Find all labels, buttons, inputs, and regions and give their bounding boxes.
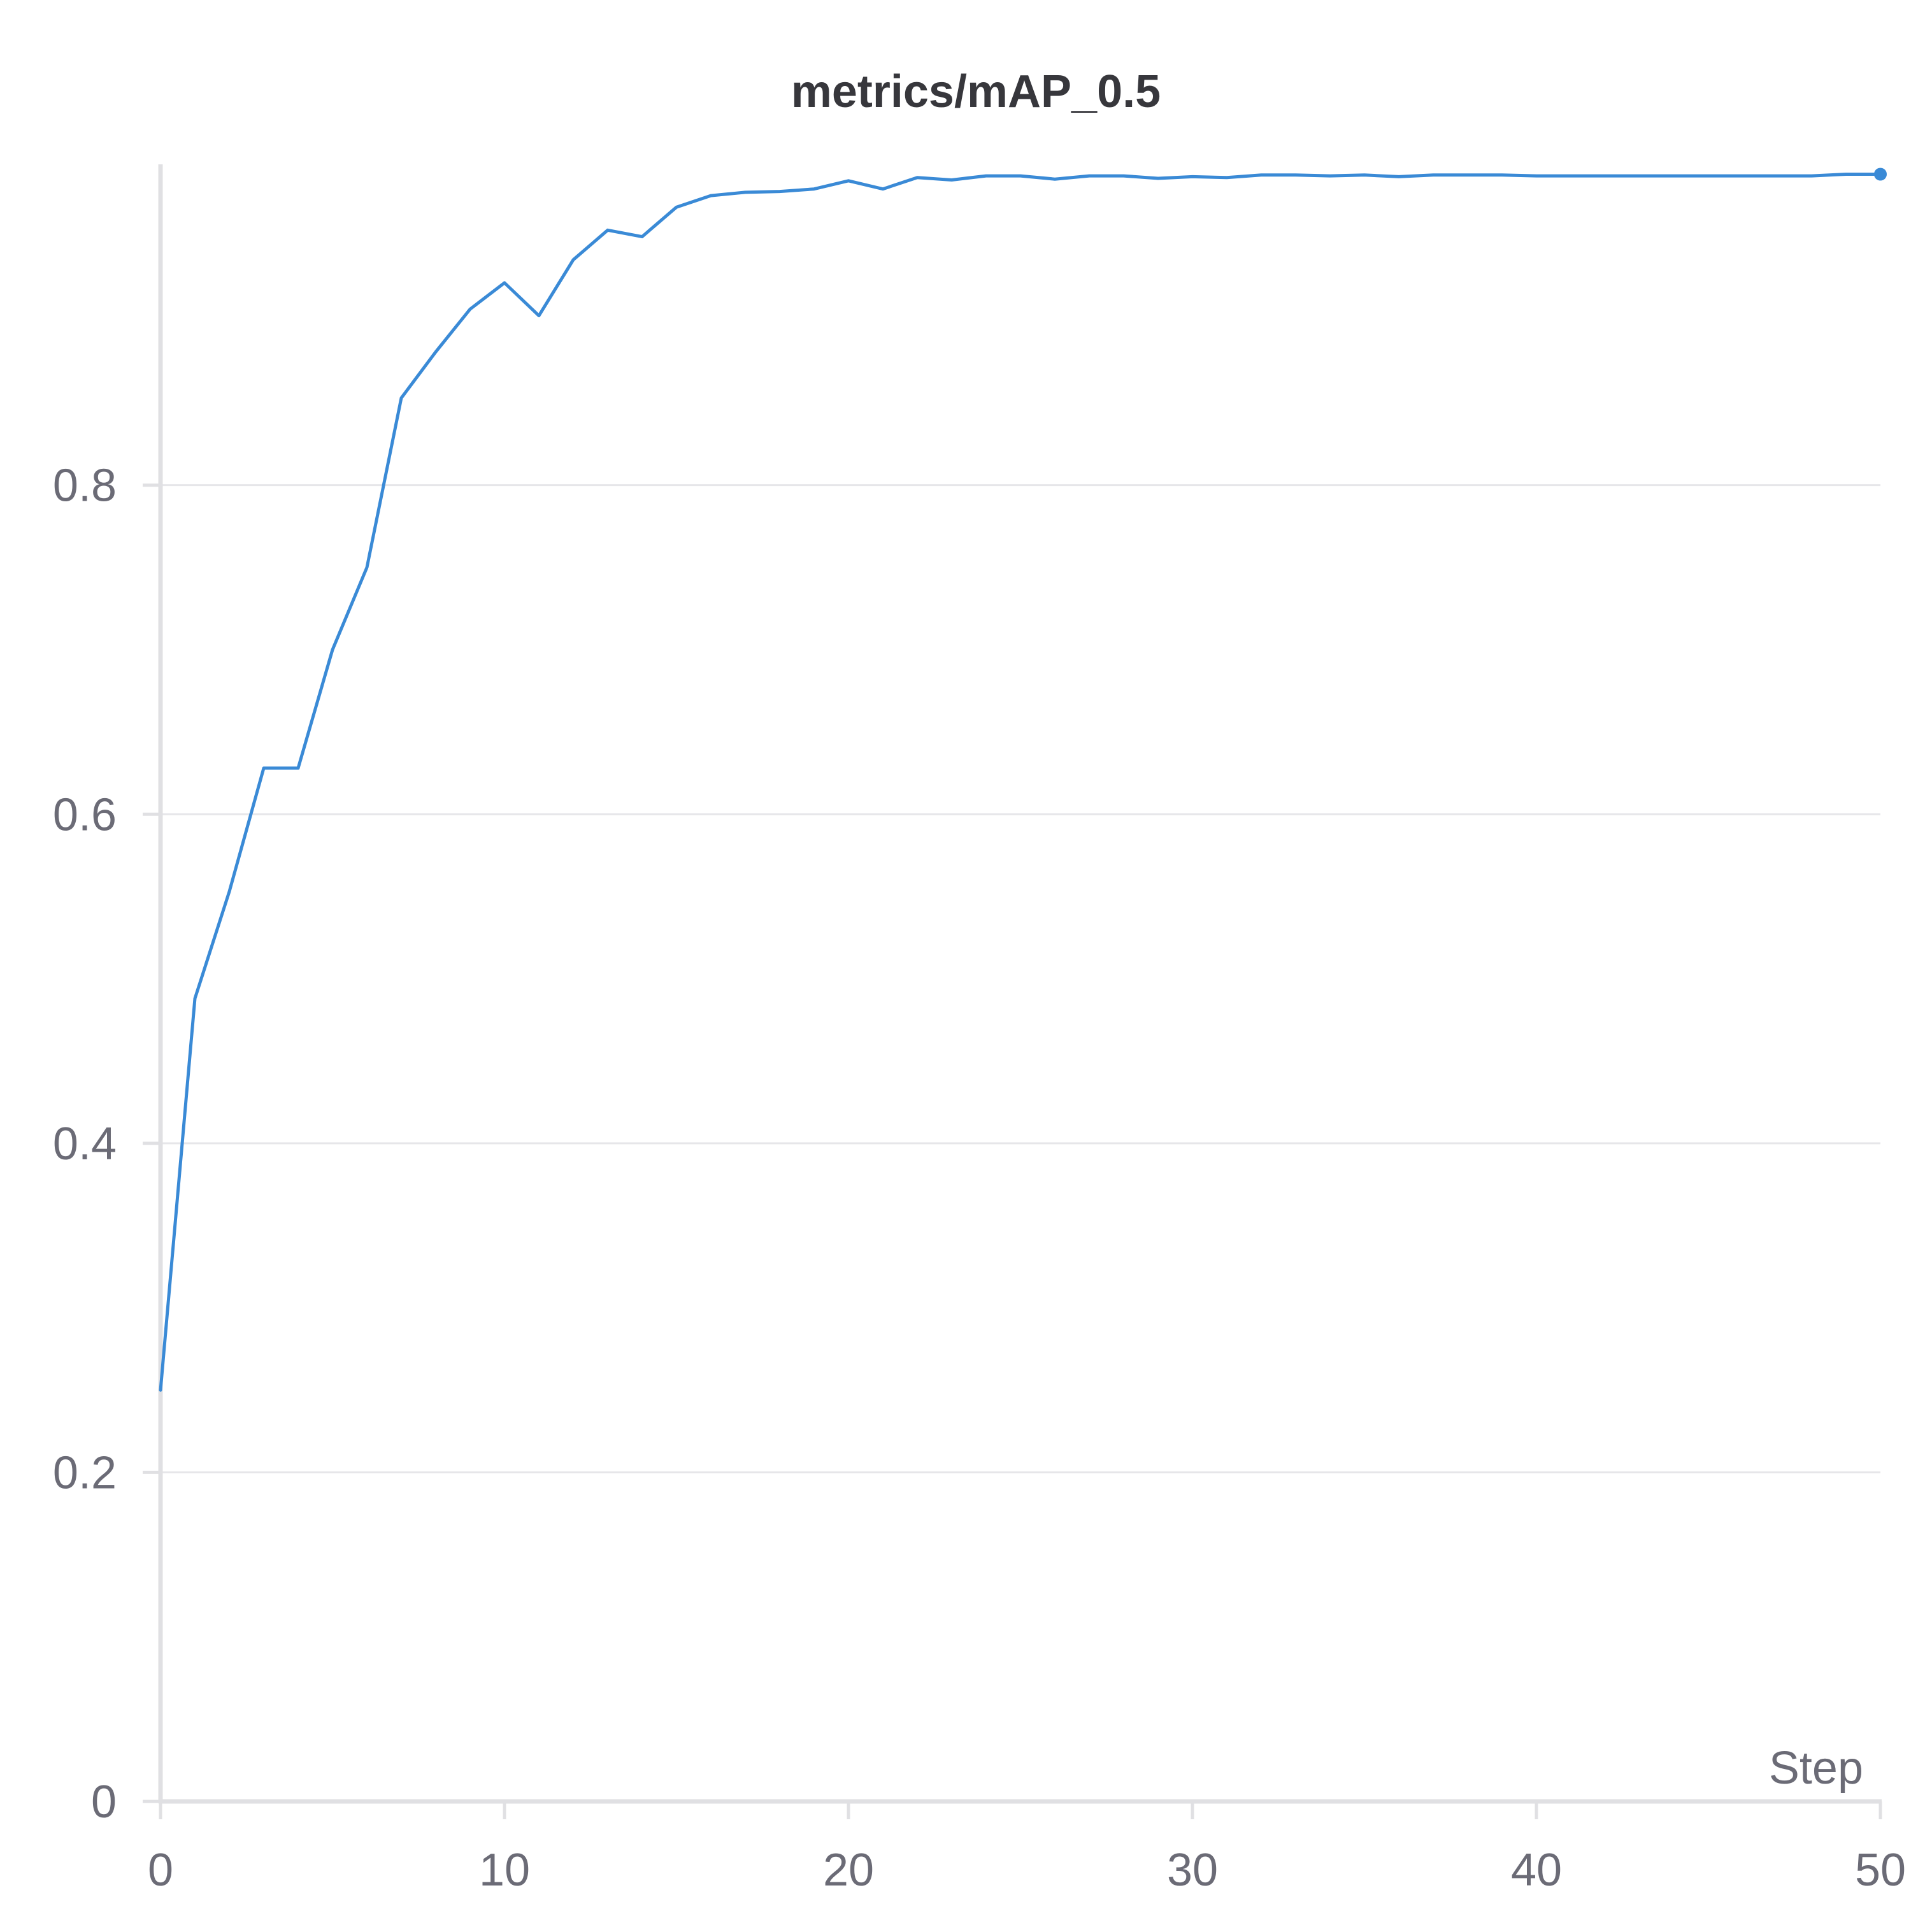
x-tick-label: 30 [1167, 1845, 1218, 1896]
y-tick-label: 0 [91, 1777, 117, 1828]
series-end-point [1874, 168, 1887, 180]
x-tick-label: 0 [148, 1845, 173, 1896]
y-tick-label: 0.8 [53, 461, 117, 512]
y-tick-label: 0.2 [53, 1447, 117, 1498]
chart-title: metrics/mAP_0.5 [791, 66, 1161, 117]
x-tick-label: 50 [1855, 1845, 1906, 1896]
x-tick-label: 40 [1511, 1845, 1562, 1896]
y-tick-label: 0.6 [53, 789, 117, 840]
y-tick-label: 0.4 [53, 1119, 117, 1170]
x-tick-label: 10 [479, 1845, 530, 1896]
x-axis-title: Step [1769, 1743, 1863, 1794]
x-tick-label: 20 [823, 1845, 874, 1896]
